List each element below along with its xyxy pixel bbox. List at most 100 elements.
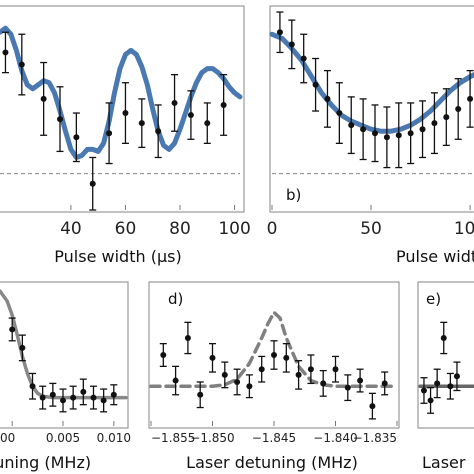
data-marker [381, 380, 388, 387]
data-marker [336, 110, 343, 117]
panel-a-frame [0, 5, 245, 213]
data-marker [246, 383, 253, 390]
x-tick-label: −1.850 [190, 431, 234, 445]
data-marker [49, 391, 56, 398]
data-point [29, 372, 37, 400]
x-tick-label: 00 [0, 431, 15, 445]
data-point [121, 82, 129, 144]
data-point [371, 104, 379, 163]
panel-b-x-axis-title: Pulse width [396, 247, 474, 266]
panel-b: 0 50 100 b) Pulse width [267, 5, 474, 266]
data-marker [106, 130, 113, 137]
panel-b-frame [269, 5, 474, 213]
data-marker [89, 180, 96, 187]
data-marker [440, 334, 447, 341]
panel-c: 00 0.005 0.010 tuning (MHz) [0, 281, 131, 472]
data-marker [312, 81, 319, 88]
panel-a-data-points [1, 31, 228, 211]
data-marker [138, 120, 145, 127]
data-marker [447, 383, 454, 390]
data-marker [307, 366, 314, 373]
data-point [323, 69, 331, 128]
data-marker [344, 384, 351, 391]
data-marker [172, 377, 179, 384]
fit-curve-line [0, 289, 128, 400]
data-point [419, 100, 427, 159]
data-marker [369, 403, 376, 410]
panel-e-label: e) [426, 290, 441, 308]
data-marker [357, 377, 364, 384]
panel-d-fit-curve [149, 310, 399, 388]
data-point [332, 355, 339, 383]
data-point [159, 342, 167, 368]
data-marker [383, 134, 390, 141]
data-marker [155, 128, 162, 135]
data-point [258, 355, 266, 383]
data-point [209, 342, 216, 373]
data-point [335, 82, 343, 144]
data-marker [29, 383, 36, 390]
data-marker [197, 391, 204, 398]
panel-c-data-points [8, 317, 118, 413]
data-marker [431, 120, 438, 127]
data-marker [300, 55, 307, 62]
panel-b-fit-curve [269, 31, 474, 134]
x-tick-label: −1.855 [151, 431, 195, 445]
data-point [359, 98, 367, 161]
data-point [110, 384, 118, 406]
data-marker [100, 397, 107, 404]
data-marker [372, 130, 378, 137]
data-marker [2, 49, 9, 56]
data-point [368, 392, 376, 420]
data-marker [348, 122, 355, 129]
panel-d-label: d) [168, 290, 183, 308]
data-marker [395, 132, 402, 139]
data-point [184, 321, 192, 355]
data-point [453, 361, 461, 392]
data-marker [434, 380, 441, 387]
panel-c-x-axis-title: tuning (MHz) [0, 453, 91, 472]
data-point [39, 385, 47, 410]
panel-c-frame [0, 281, 129, 429]
data-marker [467, 95, 474, 102]
data-point [187, 90, 195, 140]
x-tick-label: −1.845 [252, 431, 296, 445]
data-marker [332, 366, 339, 373]
x-tick-label: 100 [218, 219, 250, 239]
data-marker [110, 391, 117, 398]
data-point [454, 78, 462, 140]
data-marker [419, 126, 426, 133]
data-point [312, 57, 320, 112]
data-point [288, 19, 296, 70]
data-point [18, 33, 26, 96]
panel-d-x-axis-title: Laser detuning (MHz) [186, 453, 358, 472]
x-tick-label: 0.005 [46, 431, 80, 445]
data-marker [453, 373, 460, 380]
data-point [440, 321, 448, 355]
data-point [49, 382, 57, 407]
panel-a-fit-curve [0, 25, 243, 160]
panel-b-label: b) [286, 186, 301, 204]
x-tick-label: −1.835 [353, 431, 397, 445]
data-point [433, 368, 441, 399]
data-point [395, 102, 403, 169]
panel-b-data-points [276, 11, 474, 169]
panel-b-x-ticks: 0 50 100 [267, 205, 474, 239]
data-point [276, 11, 284, 54]
x-tick-label: 0.010 [97, 431, 131, 445]
data-point [307, 354, 315, 385]
data-marker [234, 378, 241, 385]
data-point [270, 340, 278, 370]
data-marker [57, 116, 63, 123]
data-marker [60, 397, 66, 404]
data-point [245, 374, 253, 399]
data-point [356, 368, 364, 393]
data-point [89, 156, 97, 211]
data-point [221, 361, 229, 389]
panel-d: −1.855−1.850 −1.845 −1.840−1.835 d) Laser … [148, 281, 400, 472]
data-marker [9, 326, 16, 333]
data-point [203, 102, 211, 144]
panel-d-x-ticks: −1.855−1.850 −1.845 −1.840−1.835 [150, 421, 398, 445]
data-marker [18, 61, 25, 68]
data-point [138, 98, 146, 149]
